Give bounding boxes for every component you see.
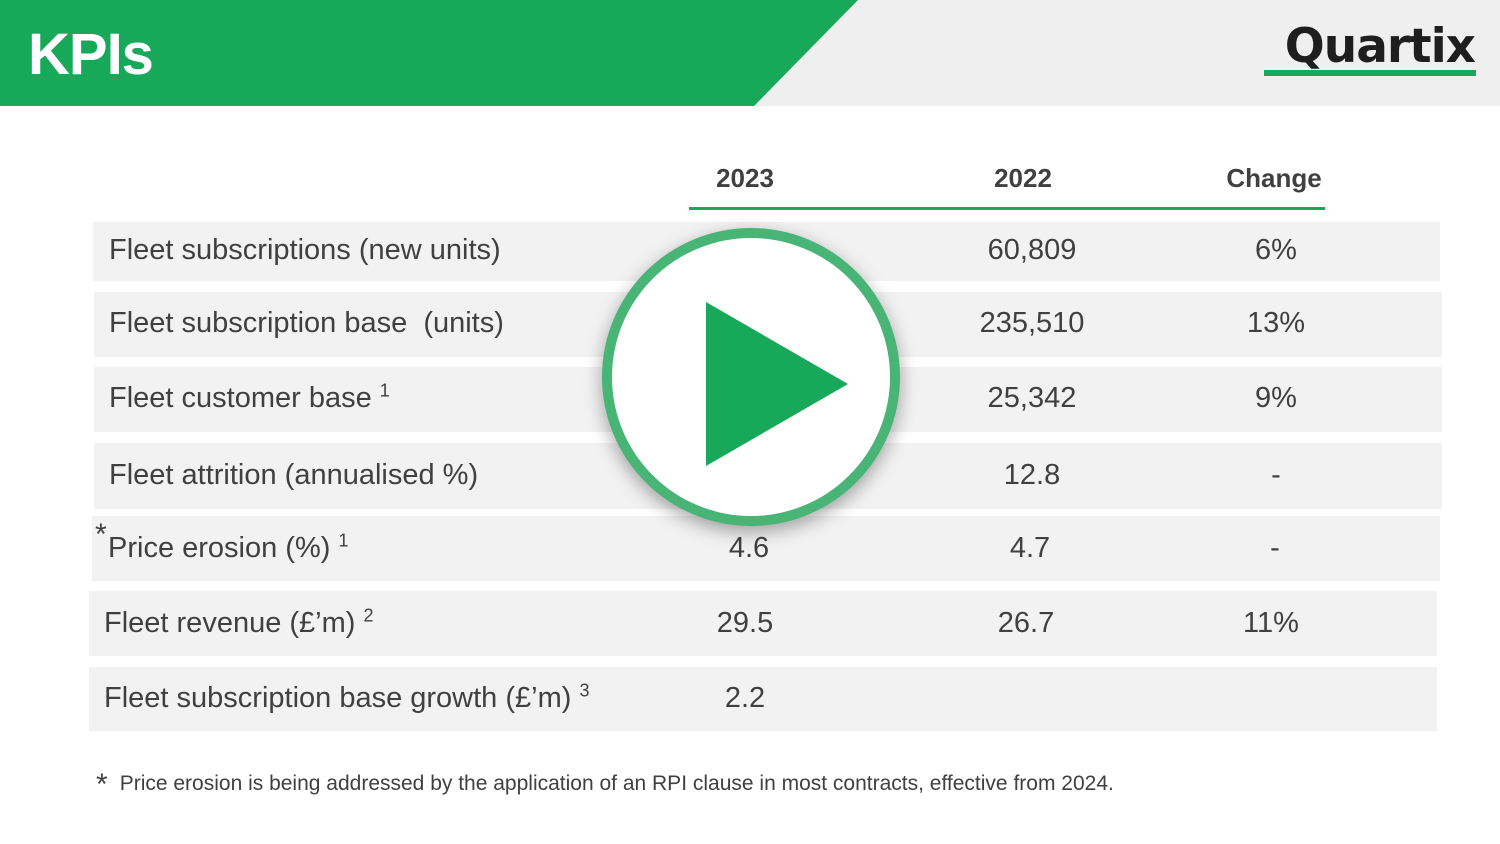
footnote-text: Price erosion is being addressed by the … [119, 772, 1114, 795]
play-button-face[interactable] [612, 238, 890, 516]
row-label: Fleet subscriptions (new units) [109, 234, 501, 266]
header-rule [689, 207, 1325, 210]
logo-underline [1264, 70, 1476, 76]
table-row: Price erosion (%) 1 4.6 4.7 - [92, 516, 1440, 581]
value-2022: 25,342 [987, 382, 1077, 414]
value-change: 6% [1255, 234, 1297, 266]
title-band [0, 0, 858, 106]
value-change: - [1271, 459, 1281, 491]
row-label: Fleet attrition (annualised %) [109, 459, 479, 491]
row-label: Fleet subscription base (units) [109, 307, 504, 339]
play-icon[interactable] [706, 302, 848, 466]
footnote-ref: 2 [363, 605, 374, 626]
value-2022: 12.8 [1003, 459, 1061, 491]
column-header-2023: 2023 [716, 163, 774, 193]
value-change: 11% [1243, 607, 1299, 639]
row-asterisk: * [95, 518, 107, 551]
column-header-2022: 2022 [994, 163, 1052, 193]
value-change: 9% [1255, 382, 1297, 414]
company-logo: Quartix [1284, 19, 1476, 74]
table-row: Fleet revenue (£’m) 2 29.5 26.7 11% [89, 591, 1437, 656]
row-label: Fleet revenue (£’m) 2 [104, 605, 374, 639]
row-label: Price erosion (%) 1 [108, 530, 349, 564]
value-2022: 60,809 [987, 234, 1077, 266]
column-header-change: Change [1226, 163, 1322, 193]
footnote: * Price erosion is being addressed by the… [96, 764, 1114, 801]
value-2023: 2.2 [724, 682, 766, 714]
value-change: - [1270, 532, 1280, 564]
footnote-ref: 3 [579, 680, 590, 701]
row-label: Fleet subscription base growth (£’m) 3 [104, 680, 590, 714]
value-change: 13% [1246, 307, 1306, 339]
play-button[interactable] [602, 228, 900, 526]
value-2022: 235,510 [979, 307, 1085, 339]
table-row: Fleet subscription base growth (£’m) 3 2… [89, 667, 1437, 731]
value-2023: 29.5 [716, 607, 774, 639]
value-2022: 26.7 [997, 607, 1055, 639]
page-title: KPIs [28, 22, 154, 87]
footnote-ref: 1 [379, 380, 390, 401]
footnote-marker: * [96, 768, 108, 801]
footnote-ref: 1 [338, 530, 349, 551]
value-2023: 4.6 [728, 532, 770, 564]
row-label: Fleet customer base 1 [109, 380, 390, 414]
value-2022: 4.7 [1009, 532, 1051, 564]
